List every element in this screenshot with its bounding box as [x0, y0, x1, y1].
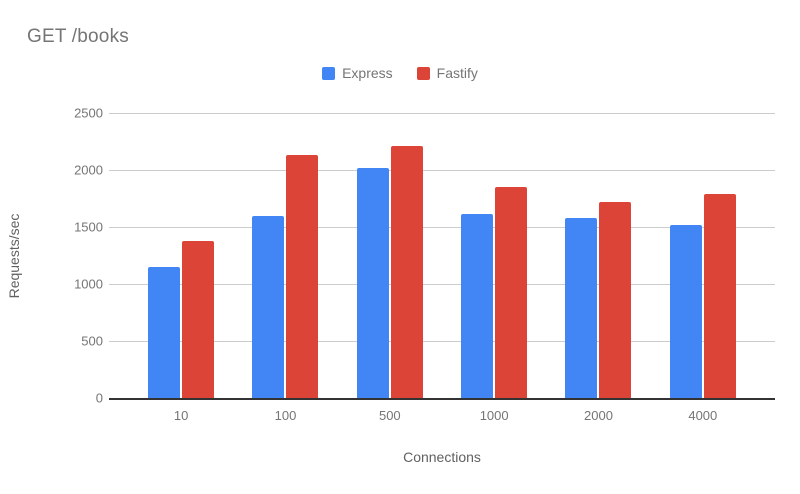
x-tick-2000: 2000 — [584, 408, 613, 423]
legend-label-express: Express — [342, 65, 393, 81]
bar-group-4000 — [651, 113, 755, 398]
chart-title: GET /books — [27, 26, 129, 47]
y-tick-1500: 1500 — [74, 219, 103, 235]
gridline-1000 — [109, 284, 775, 285]
bar-express-1000 — [461, 214, 494, 398]
gridline-2500 — [109, 113, 775, 114]
x-tick-1000: 1000 — [479, 408, 509, 423]
x-axis-title: Connections — [403, 449, 481, 465]
bar-fastify-4000 — [703, 193, 736, 398]
bar-express-2000 — [565, 218, 598, 398]
legend-swatch-express-icon — [322, 66, 336, 80]
y-axis-ticks: 0 500 1000 1500 2000 2500 — [33, 106, 103, 406]
bar-group-500 — [338, 113, 442, 398]
bar-group-10 — [129, 113, 233, 398]
y-tick-2500: 2500 — [74, 105, 103, 121]
bar-fastify-500 — [390, 146, 423, 398]
y-tick-2000: 2000 — [74, 162, 103, 178]
bar-express-100 — [252, 215, 285, 398]
legend-label-fastify: Fastify — [436, 65, 478, 81]
y-tick-500: 500 — [81, 333, 103, 349]
bar-fastify-2000 — [599, 201, 632, 398]
legend-item-express: Express — [322, 65, 393, 81]
legend-swatch-fastify-icon — [416, 66, 430, 80]
plot-area — [109, 113, 775, 400]
bar-express-500 — [356, 168, 389, 398]
bar-group-1000 — [442, 113, 546, 398]
legend-item-fastify: Fastify — [416, 65, 478, 81]
x-tick-4000: 4000 — [688, 408, 718, 423]
x-tick-500: 500 — [378, 408, 401, 423]
bar-group-100 — [233, 113, 337, 398]
bar-express-4000 — [669, 225, 702, 398]
bar-group-2000 — [546, 113, 650, 398]
bar-fastify-1000 — [495, 186, 528, 398]
bar-express-10 — [148, 266, 181, 398]
gridline-2000 — [109, 170, 775, 171]
bars-row — [109, 113, 775, 398]
gridline-1500 — [109, 227, 775, 228]
x-tick-10: 10 — [173, 408, 189, 423]
x-tick-100: 100 — [274, 408, 297, 423]
y-tick-1000: 1000 — [74, 276, 103, 292]
x-axis-ticks: 10 100 500 1000 2000 4000 — [109, 408, 775, 423]
bar-fastify-10 — [182, 241, 215, 398]
gridline-500 — [109, 341, 775, 342]
bar-fastify-100 — [286, 154, 319, 398]
y-axis-title: Requests/sec — [6, 213, 22, 299]
legend: Express Fastify — [0, 65, 800, 81]
y-tick-0: 0 — [95, 390, 103, 406]
